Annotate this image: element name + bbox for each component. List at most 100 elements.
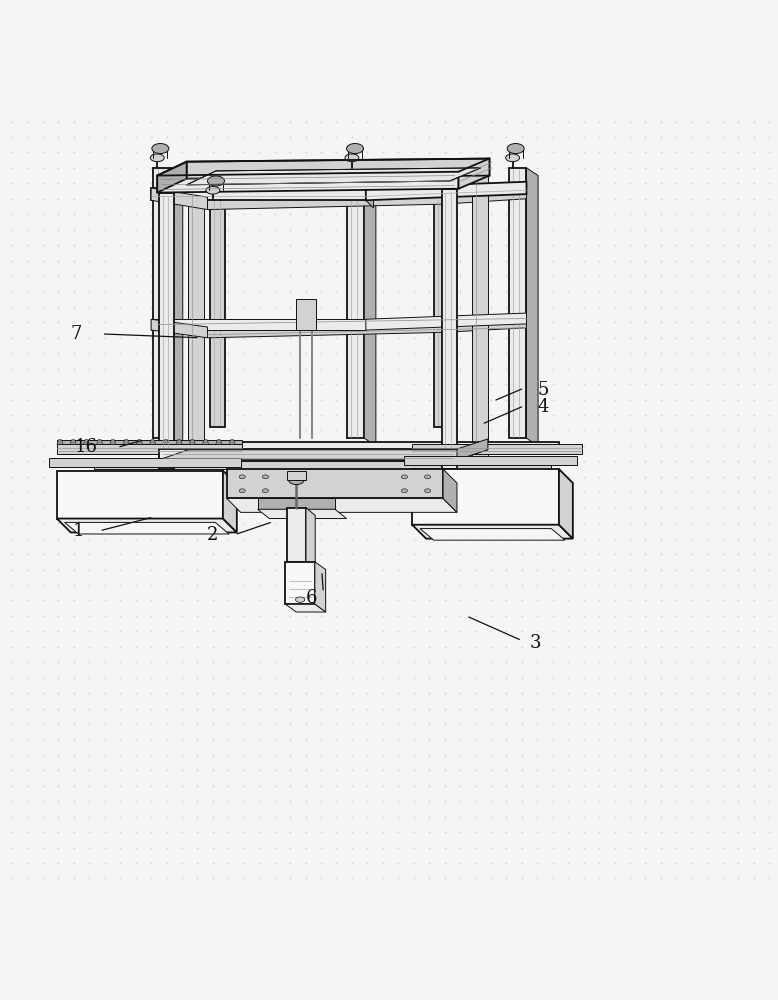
Polygon shape — [458, 159, 489, 189]
Ellipse shape — [150, 154, 164, 162]
Polygon shape — [189, 440, 195, 444]
Polygon shape — [151, 188, 208, 210]
Polygon shape — [65, 522, 229, 534]
Ellipse shape — [346, 144, 363, 154]
Polygon shape — [171, 168, 183, 446]
Polygon shape — [364, 168, 376, 446]
Polygon shape — [149, 440, 156, 444]
Polygon shape — [226, 469, 443, 498]
Polygon shape — [208, 192, 443, 210]
Polygon shape — [509, 168, 527, 438]
Polygon shape — [63, 442, 559, 454]
Text: 7: 7 — [71, 325, 82, 343]
Polygon shape — [151, 188, 366, 200]
Text: 3: 3 — [530, 634, 541, 652]
Ellipse shape — [425, 475, 431, 479]
Polygon shape — [434, 199, 449, 427]
Polygon shape — [70, 440, 76, 444]
Ellipse shape — [239, 475, 245, 479]
Polygon shape — [346, 168, 364, 438]
Polygon shape — [153, 168, 171, 438]
Polygon shape — [442, 189, 457, 469]
Polygon shape — [163, 440, 169, 444]
Polygon shape — [57, 440, 242, 444]
Polygon shape — [286, 604, 326, 612]
Polygon shape — [63, 459, 559, 463]
Polygon shape — [57, 444, 242, 454]
Polygon shape — [443, 317, 527, 332]
Polygon shape — [83, 440, 89, 444]
Polygon shape — [306, 508, 315, 570]
Polygon shape — [443, 186, 527, 204]
Polygon shape — [157, 172, 458, 193]
Polygon shape — [123, 440, 129, 444]
Polygon shape — [527, 168, 538, 446]
Polygon shape — [226, 498, 457, 512]
Polygon shape — [412, 444, 582, 454]
Polygon shape — [412, 469, 559, 525]
Ellipse shape — [401, 475, 408, 479]
Text: 4: 4 — [538, 398, 549, 416]
Polygon shape — [202, 440, 209, 444]
Ellipse shape — [208, 176, 225, 186]
Polygon shape — [443, 469, 457, 512]
Text: 2: 2 — [207, 526, 219, 544]
Text: 16: 16 — [75, 438, 98, 456]
Text: 6: 6 — [306, 589, 317, 607]
Ellipse shape — [401, 489, 408, 493]
Polygon shape — [286, 508, 306, 562]
Ellipse shape — [262, 489, 268, 493]
Polygon shape — [405, 456, 576, 465]
Ellipse shape — [206, 186, 220, 194]
Polygon shape — [57, 440, 63, 444]
Polygon shape — [472, 176, 488, 458]
Polygon shape — [110, 440, 116, 444]
Ellipse shape — [345, 154, 359, 162]
Polygon shape — [96, 440, 103, 444]
Ellipse shape — [507, 144, 524, 154]
Polygon shape — [296, 299, 316, 330]
Polygon shape — [49, 458, 240, 467]
Polygon shape — [159, 193, 174, 469]
Polygon shape — [159, 450, 488, 460]
Polygon shape — [223, 471, 237, 532]
Ellipse shape — [289, 475, 304, 485]
Polygon shape — [287, 471, 306, 480]
Polygon shape — [315, 562, 326, 612]
Polygon shape — [258, 498, 335, 509]
Text: 5: 5 — [538, 381, 549, 399]
Polygon shape — [258, 509, 346, 519]
Polygon shape — [208, 322, 443, 338]
Polygon shape — [366, 182, 527, 200]
Polygon shape — [94, 461, 552, 469]
Polygon shape — [151, 319, 208, 338]
Polygon shape — [57, 471, 223, 519]
Polygon shape — [412, 525, 573, 539]
Ellipse shape — [239, 489, 245, 493]
Ellipse shape — [152, 144, 169, 154]
Polygon shape — [187, 168, 481, 185]
Polygon shape — [176, 440, 182, 444]
Polygon shape — [151, 319, 366, 330]
Polygon shape — [229, 440, 235, 444]
Ellipse shape — [506, 154, 520, 162]
Polygon shape — [216, 440, 222, 444]
Polygon shape — [210, 199, 226, 427]
Polygon shape — [136, 440, 142, 444]
Polygon shape — [366, 188, 373, 208]
Ellipse shape — [296, 597, 305, 602]
Text: 1: 1 — [72, 522, 84, 540]
Polygon shape — [286, 562, 315, 570]
Polygon shape — [457, 439, 488, 460]
Polygon shape — [57, 519, 237, 532]
Polygon shape — [559, 469, 573, 539]
Ellipse shape — [425, 489, 431, 493]
Polygon shape — [157, 162, 187, 193]
Polygon shape — [187, 159, 489, 179]
Polygon shape — [159, 449, 457, 460]
Polygon shape — [188, 179, 204, 458]
Ellipse shape — [262, 475, 268, 479]
Polygon shape — [420, 529, 565, 540]
Polygon shape — [286, 562, 315, 604]
Polygon shape — [366, 313, 527, 330]
